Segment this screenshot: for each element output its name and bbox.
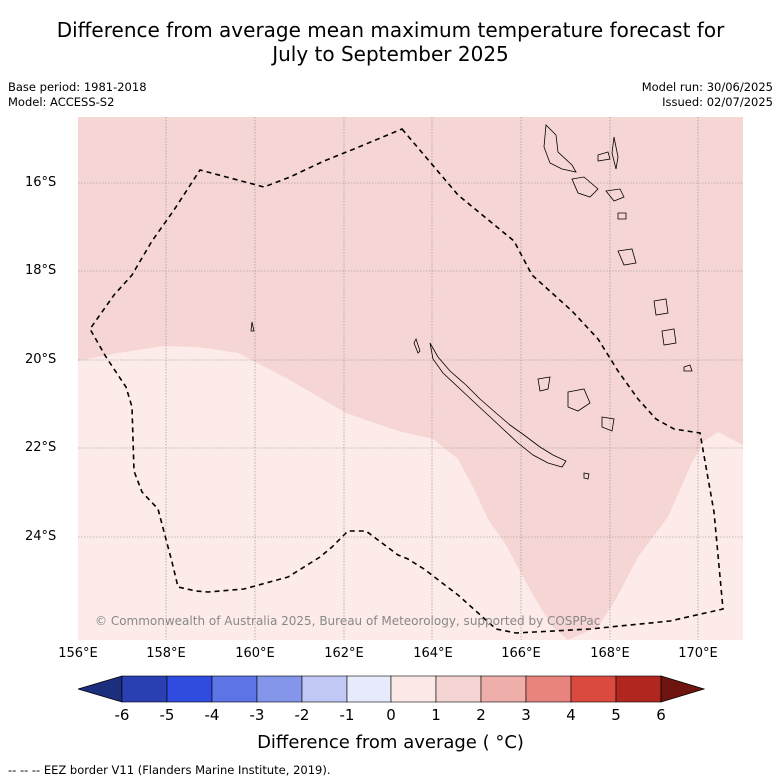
tanna-island — [661, 328, 677, 346]
issued-date: Issued: 02/07/2025 — [662, 95, 773, 109]
colorbar-swatch-5-6 — [615, 675, 662, 703]
colorbar-tick-1: 1 — [431, 706, 441, 724]
page-title: Difference from average mean maximum tem… — [0, 18, 781, 66]
lon-label-160E: 160°E — [235, 646, 275, 661]
lat-label-22S: 22°S — [25, 440, 57, 455]
colorbar-svg — [76, 675, 706, 703]
meta-right: Model run: 30/06/2025 Issued: 02/07/2025 — [642, 80, 773, 110]
chesterfield-islands — [250, 321, 255, 332]
colorbar-tick-2: 2 — [476, 706, 486, 724]
anomaly-zone-0-1-east — [568, 432, 743, 640]
colorbar-swatch-m5-m4 — [166, 675, 213, 703]
graticule — [78, 117, 743, 640]
colorbar-swatch-3-4 — [525, 675, 572, 703]
lat-label-24S: 24°S — [25, 529, 57, 544]
ambrym-island — [605, 188, 625, 202]
lat-label-20S: 20°S — [25, 352, 57, 367]
aneityum-island — [683, 364, 693, 372]
lon-label-170E: 170°E — [678, 646, 718, 661]
colorbar-tick-m3: -3 — [249, 706, 265, 724]
colorbar-swatch-0-1 — [390, 675, 437, 703]
lon-label-168E: 168°E — [590, 646, 630, 661]
colorbar-swatch-m6-m5 — [121, 675, 168, 703]
colorbar-tick-m6: -6 — [114, 706, 130, 724]
lat-label-18S: 18°S — [25, 263, 57, 278]
mare-island — [601, 416, 615, 432]
colorbar-tick-6: 6 — [656, 706, 666, 724]
epi-island — [617, 212, 627, 220]
map-svg — [78, 117, 743, 640]
colorbar-swatch-m2-m1 — [301, 675, 348, 703]
lat-label-16S: 16°S — [25, 175, 57, 190]
lon-label-156E: 156°E — [58, 646, 98, 661]
lifou-island — [567, 388, 591, 412]
belep-islands — [413, 337, 421, 354]
malekula-island — [571, 176, 599, 198]
copyright-text: © Commonwealth of Australia 2025, Bureau… — [95, 614, 601, 628]
coastlines — [250, 124, 693, 480]
lon-label-164E: 164°E — [413, 646, 453, 661]
colorbar-tick-0: 0 — [386, 706, 396, 724]
colorbar-swatch-m4-m3 — [211, 675, 258, 703]
title-line-2: July to September 2025 — [272, 42, 509, 66]
eez-legend: -- -- -- EEZ border V11 (Flanders Marine… — [8, 763, 331, 777]
lon-label-158E: 158°E — [146, 646, 186, 661]
efate-island — [617, 248, 637, 266]
lon-label-166E: 166°E — [501, 646, 541, 661]
anomaly-zone-0-1 — [78, 346, 568, 640]
colorbar-swatch-m1-0 — [346, 675, 392, 703]
colorbar-tick-m1: -1 — [339, 706, 355, 724]
colorbar-swatch-above-6 — [660, 675, 706, 703]
model-run: Model run: 30/06/2025 — [641, 80, 773, 94]
new-caledonia-island — [429, 342, 567, 468]
colorbar-swatch-4-5 — [570, 675, 617, 703]
maewo-island — [597, 151, 611, 162]
colorbar-tick-m2: -2 — [294, 706, 310, 724]
colorbar-tick-5: 5 — [611, 706, 621, 724]
colorbar-title: Difference from average ( °C) — [257, 732, 524, 753]
colorbar-swatch-below-6 — [76, 675, 123, 703]
espiritu-santo-island — [543, 124, 577, 173]
title-line-1: Difference from average mean maximum tem… — [56, 18, 725, 42]
colorbar-swatch-1-2 — [435, 675, 482, 703]
ouvea-island — [537, 376, 551, 392]
base-period: Base period: 1981-2018 — [8, 80, 147, 94]
pentecost-island — [611, 136, 619, 170]
eez-border — [89, 128, 724, 634]
meta-left: Base period: 1981-2018 Model: ACCESS-S2 — [8, 80, 147, 110]
model-name: Model: ACCESS-S2 — [8, 95, 115, 109]
erromango-island — [653, 298, 669, 316]
lon-label-162E: 162°E — [324, 646, 364, 661]
isle-of-pines — [583, 472, 590, 480]
colorbar-tick-m4: -4 — [204, 706, 220, 724]
colorbar-tick-3: 3 — [521, 706, 531, 724]
colorbar-tick-4: 4 — [566, 706, 576, 724]
colorbar — [76, 675, 706, 709]
colorbar-tick-m5: -5 — [159, 706, 175, 724]
colorbar-swatch-2-3 — [480, 675, 527, 703]
map-panel — [78, 117, 743, 640]
colorbar-swatch-m3-m2 — [256, 675, 303, 703]
